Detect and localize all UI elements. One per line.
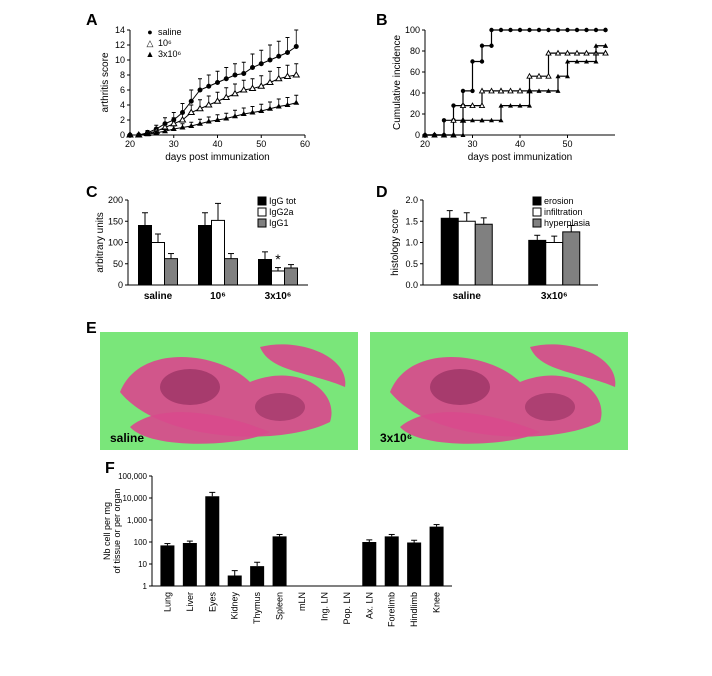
- svg-text:200: 200: [108, 195, 123, 205]
- svg-text:3x10⁶: 3x10⁶: [158, 49, 182, 59]
- svg-text:100: 100: [134, 538, 148, 547]
- svg-text:40: 40: [212, 139, 222, 149]
- svg-text:10: 10: [115, 55, 125, 65]
- panel-e-histology: saline 3x10⁶: [100, 332, 630, 452]
- svg-text:hyperplasia: hyperplasia: [544, 218, 590, 228]
- svg-text:Cumulative incidence: Cumulative incidence: [392, 35, 403, 130]
- svg-text:100: 100: [108, 238, 123, 248]
- svg-text:days post immunization: days post immunization: [165, 152, 270, 163]
- svg-text:50: 50: [562, 139, 572, 149]
- svg-text:saline: saline: [110, 431, 144, 445]
- panel-c-chart: 0 50 100 150 200arbitrary units saline 10⁶ 3x10…: [90, 192, 345, 312]
- panel-b-chart: 02040608010020304050days post immunizati…: [385, 20, 645, 165]
- svg-text:0.0: 0.0: [405, 280, 418, 290]
- svg-text:150: 150: [108, 216, 123, 226]
- svg-text:Eyes: Eyes: [207, 592, 217, 613]
- svg-text:histology score: histology score: [390, 209, 401, 276]
- svg-text:10⁶: 10⁶: [158, 38, 172, 48]
- svg-text:Ing. LN: Ing. LN: [319, 592, 329, 621]
- svg-text:of tissue or per organ: of tissue or per organ: [112, 488, 122, 573]
- svg-text:infiltration: infiltration: [544, 207, 583, 217]
- svg-text:10: 10: [138, 560, 147, 569]
- svg-text:14: 14: [115, 25, 125, 35]
- svg-text:Nb cell per mg: Nb cell per mg: [102, 502, 112, 560]
- svg-text:100,000: 100,000: [118, 472, 147, 481]
- svg-text:0: 0: [118, 280, 123, 290]
- svg-text:△: △: [147, 38, 154, 48]
- svg-text:saline: saline: [144, 291, 173, 302]
- svg-text:Kidney: Kidney: [230, 592, 240, 620]
- svg-text:3x10⁶: 3x10⁶: [541, 291, 568, 302]
- svg-text:80: 80: [410, 46, 420, 56]
- svg-text:Hindlimb: Hindlimb: [409, 592, 419, 627]
- svg-text:50: 50: [256, 139, 266, 149]
- svg-text:Thymus: Thymus: [252, 592, 262, 625]
- panel-a-chart: 024681012142030405060days post immunizat…: [95, 20, 330, 165]
- svg-text:Pop. LN: Pop. LN: [342, 592, 352, 625]
- svg-text:8: 8: [120, 70, 125, 80]
- svg-text:30: 30: [467, 139, 477, 149]
- svg-text:1: 1: [143, 582, 148, 591]
- svg-text:20: 20: [420, 139, 430, 149]
- svg-text:30: 30: [169, 139, 179, 149]
- svg-text:20: 20: [410, 109, 420, 119]
- svg-text:40: 40: [410, 88, 420, 98]
- svg-text:60: 60: [300, 139, 310, 149]
- svg-text:●: ●: [147, 27, 152, 37]
- svg-text:100: 100: [405, 25, 420, 35]
- svg-text:12: 12: [115, 40, 125, 50]
- svg-text:IgG1: IgG1: [269, 218, 289, 228]
- svg-text:*: *: [275, 251, 281, 267]
- svg-text:IgG tot: IgG tot: [269, 196, 297, 206]
- svg-text:saline: saline: [453, 291, 482, 302]
- svg-text:saline: saline: [158, 27, 182, 37]
- svg-text:Spleen: Spleen: [275, 592, 285, 620]
- svg-text:▲: ▲: [146, 49, 155, 59]
- svg-text:6: 6: [120, 85, 125, 95]
- svg-text:arthritis score: arthritis score: [100, 52, 111, 112]
- svg-text:50: 50: [113, 259, 123, 269]
- svg-text:erosion: erosion: [544, 196, 574, 206]
- svg-text:2.0: 2.0: [405, 195, 418, 205]
- svg-text:Lung: Lung: [162, 592, 172, 612]
- svg-text:Knee: Knee: [432, 592, 442, 613]
- panel-e-label: E: [86, 320, 97, 338]
- svg-text:60: 60: [410, 67, 420, 77]
- panel-f-chart: 1 10 100 1,000 10,000 100,000 Nb cell per mgof…: [92, 468, 492, 668]
- svg-text:Liver: Liver: [185, 592, 195, 612]
- svg-text:4: 4: [120, 100, 125, 110]
- svg-text:Ax. LN: Ax. LN: [364, 592, 374, 619]
- svg-text:Forelimb: Forelimb: [387, 592, 397, 627]
- svg-text:10,000: 10,000: [123, 494, 148, 503]
- svg-text:3x10⁶: 3x10⁶: [380, 431, 412, 445]
- svg-text:2: 2: [120, 115, 125, 125]
- svg-text:40: 40: [515, 139, 525, 149]
- svg-text:mLN: mLN: [297, 592, 307, 611]
- svg-text:0.5: 0.5: [405, 259, 418, 269]
- svg-text:3x10⁶: 3x10⁶: [265, 291, 292, 302]
- svg-text:arbitrary units: arbitrary units: [95, 212, 106, 273]
- svg-text:days post immunization: days post immunization: [468, 152, 573, 163]
- svg-text:20: 20: [125, 139, 135, 149]
- svg-text:IgG2a: IgG2a: [269, 207, 294, 217]
- svg-text:1.5: 1.5: [405, 216, 418, 226]
- panel-d-chart: 0.0 0.5 1.0 1.5 2.0 histology score saline 3x10…: [385, 192, 640, 312]
- svg-text:1.0: 1.0: [405, 238, 418, 248]
- svg-text:1,000: 1,000: [127, 516, 148, 525]
- svg-text:10⁶: 10⁶: [210, 291, 226, 302]
